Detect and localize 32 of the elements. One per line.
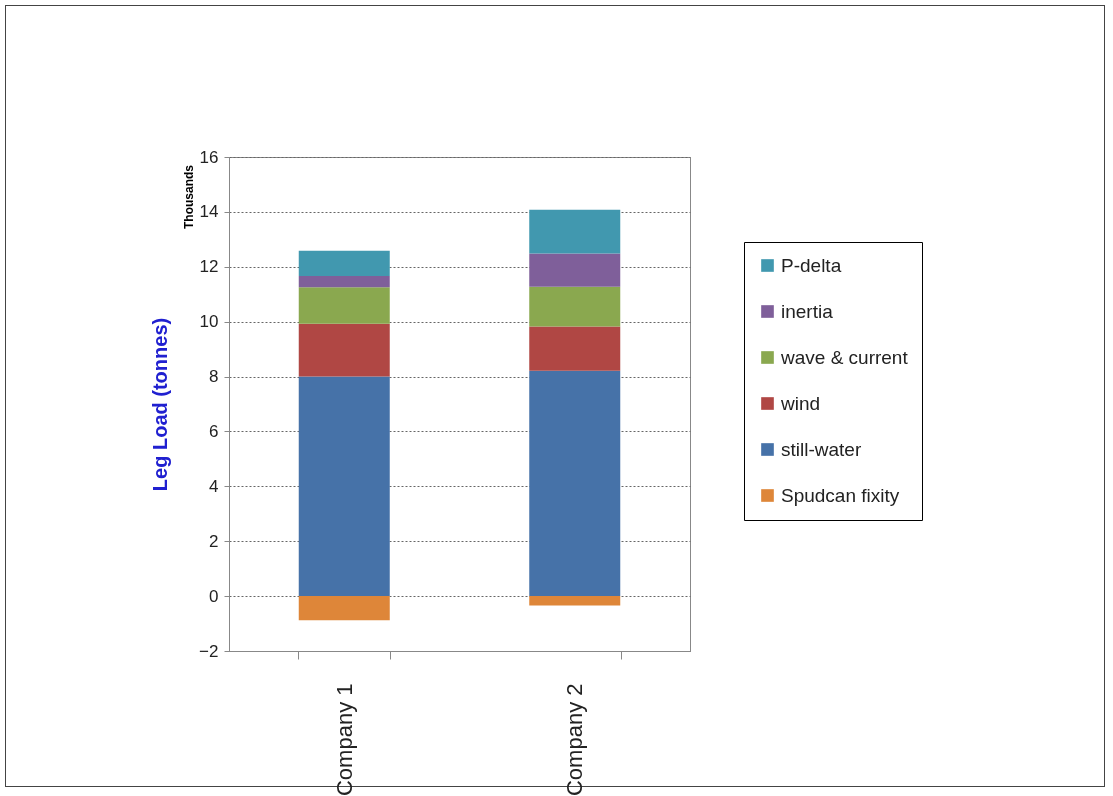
bar	[529, 326, 621, 371]
y-tick-label: 14	[199, 202, 219, 222]
legend-label: wave & current	[780, 346, 909, 368]
legend-label: still-water	[781, 438, 862, 460]
legend-label: P-delta	[781, 254, 842, 276]
legend-label: Spudcan fixity	[781, 484, 900, 506]
y-tick-label: 16	[199, 147, 219, 167]
y-tick-label: 4	[209, 476, 219, 496]
x-tick-label: Company 2	[562, 683, 588, 796]
y-tick-label: 10	[199, 312, 219, 332]
bar	[529, 286, 621, 327]
y-tick-label: 2	[209, 531, 219, 551]
text: Thousands	[182, 164, 196, 230]
bar	[298, 323, 390, 377]
y-tick-label: 0	[209, 586, 219, 606]
bar	[298, 596, 390, 621]
bar	[529, 596, 621, 606]
y-tick-label: 12	[199, 257, 219, 277]
bar	[298, 287, 390, 324]
legend-label: inertia	[781, 300, 834, 322]
legend-label: wind	[780, 392, 821, 414]
y-tick-label: −2	[199, 641, 219, 661]
y-axis-title: Leg Load (tonnes)	[149, 317, 172, 492]
bar	[529, 370, 621, 597]
y-tick-label: 6	[209, 421, 219, 441]
bar	[298, 250, 390, 277]
bar	[298, 376, 390, 597]
bar	[298, 276, 390, 288]
x-tick-label: Company 1	[331, 683, 357, 796]
bar	[529, 253, 621, 287]
y-tick-label: 8	[209, 367, 219, 387]
bar	[529, 209, 621, 254]
